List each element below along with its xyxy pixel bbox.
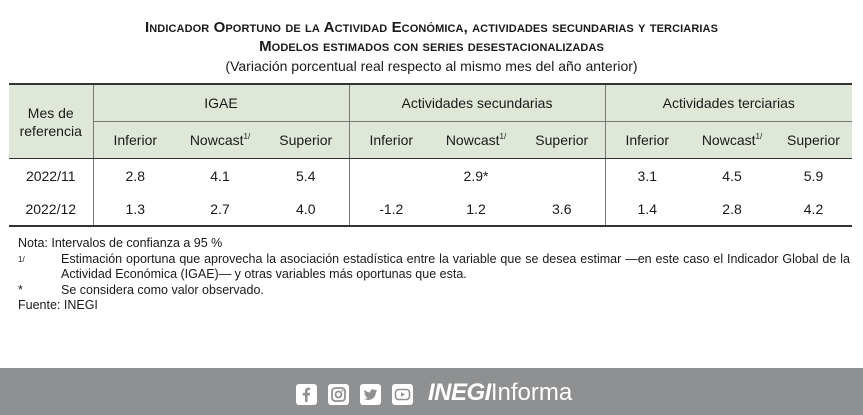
col-header-inferior: Inferior [604,121,689,159]
value-cell: 3.1 [604,158,689,192]
group-header-igae: IGAE [92,83,349,122]
nowcast-footnote-mark: 1/ [243,132,251,141]
footnote-1-text: Estimación oportuna que aprovecha la aso… [61,251,850,282]
value-cell: 5.9 [803,167,824,184]
footer-bar: INEGIInforma [0,368,863,415]
brand-light: Informa [490,379,573,406]
value-cell: 4.5 [722,167,742,184]
value-cell: -1.2 [348,192,433,227]
col-header-inferior: Inferior [92,121,177,159]
col-header-superior: Superior [519,121,605,159]
period-header: Mes de referencia [9,83,93,159]
footnote-1: 1/ Estimación oportuna que aprovecha la … [18,252,850,283]
col-header-nowcast: Nowcast1/ [177,121,263,159]
footnote-asterisk: * Se considera como valor observado. [18,283,850,299]
value-cell: 4.2 [775,192,852,227]
value-cell: 4.0 [263,192,349,227]
footnote-mark-asterisk: * [18,282,23,297]
col-header-nowcast: Nowcast1/ [433,121,519,159]
instagram-icon[interactable] [328,384,349,405]
value-cell [519,159,605,193]
value-cell: 4.1 [210,167,230,184]
youtube-icon[interactable] [392,384,413,405]
col-header-superior: Superior [263,121,349,159]
col-header-superior: Superior [775,121,852,159]
nowcast-footnote-mark: 1/ [755,132,763,141]
facebook-icon[interactable] [296,384,317,405]
page-title-line2: Modelos estimados con series desestacion… [259,38,604,55]
inegi-informa-logo: INEGIInforma [428,378,572,408]
value-cell: 3.6 [519,192,605,227]
value-cell [348,158,433,192]
notes-section: Nota: Intervalos de confianza a 95 % 1/ … [18,236,850,314]
social-links [296,384,424,405]
value-cell: 1.2 [433,192,519,227]
table-row: 2022/11 2.8 4.1 5.4 2.9* 3.1 4.5 5.9 [9,158,852,193]
col-header-nowcast: Nowcast1/ [689,121,775,159]
source-note: Fuente: INEGI [18,298,98,312]
table-row: 2022/12 1.3 2.7 4.0 -1.2 1.2 3.6 1.4 2.8… [9,192,852,227]
page-subtitle: (Variación porcentual real respecto al m… [225,58,638,74]
value-cell: 1.4 [604,192,689,227]
period-cell: 2022/11 [25,167,76,184]
page-title: Indicador Oportuno de la Actividad Econó… [144,19,719,36]
period-cell: 2022/12 [9,192,93,227]
nowcast-label: Nowcast [701,132,756,148]
value-cell: 2.8 [92,158,177,192]
value-cell: 2.9* [463,167,489,184]
value-cell: 1.3 [92,192,177,227]
footnote-mark-1: 1/ [18,254,25,264]
value-cell: 5.4 [296,167,316,184]
col-header-inferior: Inferior [348,121,433,159]
nowcast-label: Nowcast [189,132,244,148]
brand-bold: INEGI [428,379,491,406]
footnote-asterisk-text: Se considera como valor observado. [61,282,264,297]
group-header-terciarias: Actividades terciarias [604,83,852,122]
group-header-secundarias: Actividades secundarias [348,83,605,122]
note-confidence: Nota: Intervalos de confianza a 95 % [18,236,223,250]
value-cell: 2.7 [177,192,263,227]
nowcast-footnote-mark: 1/ [499,132,507,141]
value-cell: 2.8 [689,192,775,227]
data-table: Mes de referencia IGAE Actividades secun… [9,83,852,227]
twitter-icon[interactable] [360,384,381,405]
nowcast-label: Nowcast [445,132,500,148]
